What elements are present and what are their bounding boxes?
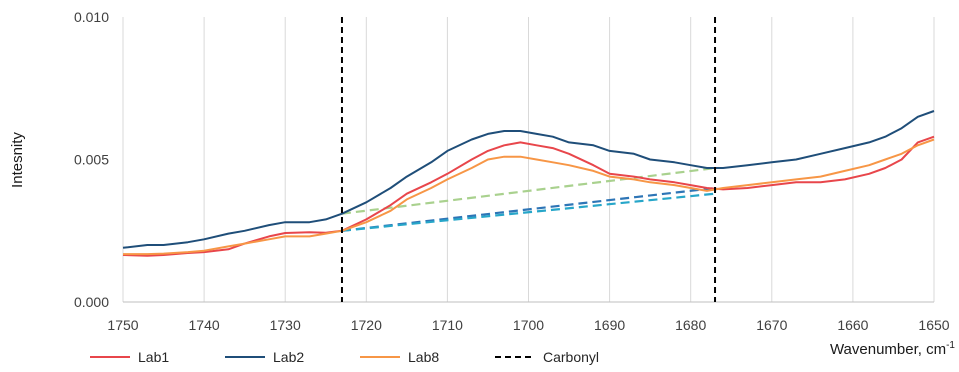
x-tick-label: 1660 xyxy=(837,317,868,333)
y-axis-title: Intesnity xyxy=(9,132,26,188)
x-tick-labels: 1750 1740 1730 1720 1710 1700 1690 1680 1670 1660… xyxy=(107,317,949,333)
x-tick-label: 1650 xyxy=(918,317,949,333)
x-tick-label: 1690 xyxy=(594,317,625,333)
x-tick-label: 1700 xyxy=(513,317,544,333)
x-axis-title: Wavenumber, cm-1 xyxy=(830,340,955,358)
x-tick-label: 1680 xyxy=(675,317,706,333)
legend-label-lab8: Lab8 xyxy=(408,349,439,365)
data-series xyxy=(122,110,935,257)
legend-label-carbonyl: Carbonyl xyxy=(543,349,599,365)
x-tick-label: 1720 xyxy=(351,317,382,333)
legend-label-lab1: Lab1 xyxy=(138,349,169,365)
x-tick-label: 1670 xyxy=(756,317,787,333)
baseline-line xyxy=(341,192,716,232)
y-tick-label: 0.010 xyxy=(74,9,109,25)
x-tick-label: 1740 xyxy=(189,317,220,333)
y-tick-label: 0.000 xyxy=(74,294,109,310)
series-line-lab8 xyxy=(123,138,935,256)
carbonyl-lines xyxy=(340,17,717,302)
series-line-lab2 xyxy=(122,110,935,249)
vertical-gridlines xyxy=(122,17,935,302)
y-tick-label: 0.005 xyxy=(74,152,109,168)
x-axis-title-text: Wavenumber, cm xyxy=(830,341,946,358)
legend: Lab1 Lab2 Lab8 Carbonyl xyxy=(90,349,599,365)
x-tick-label: 1710 xyxy=(432,317,463,333)
legend-label-lab2: Lab2 xyxy=(273,349,304,365)
series-line-lab1 xyxy=(122,135,935,257)
x-tick-label: 1750 xyxy=(107,317,138,333)
baseline-line xyxy=(341,166,716,215)
baseline-lines xyxy=(341,166,716,232)
y-tick-labels: 0.000 0.005 0.010 xyxy=(74,9,109,310)
x-tick-label: 1730 xyxy=(270,317,301,333)
x-axis-title-superscript: -1 xyxy=(946,340,955,351)
